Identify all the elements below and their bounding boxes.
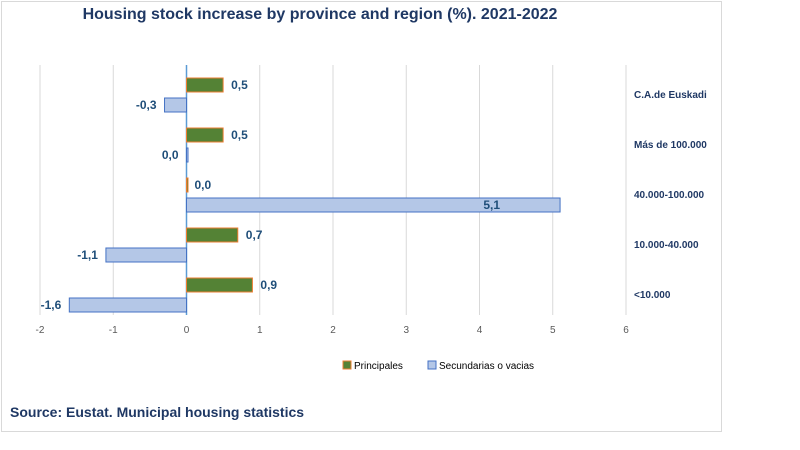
x-tick-label: 2 [330,325,336,336]
category-label: 10.000-40.000 [634,240,699,251]
x-tick-label: -1 [109,325,118,336]
bar-secundarias [105,247,187,263]
bar-secundarias [186,197,561,213]
data-label: 0,5 [231,128,248,142]
bar-secundarias [68,297,187,313]
legend-swatch [342,360,352,370]
category-label: 40.000-100.000 [634,190,705,201]
category-label: <10.000 [634,290,671,301]
data-label: 0,0 [162,148,179,162]
bar-principales [186,127,224,143]
chart-frame [1,1,722,432]
x-tick-label: 0 [184,325,190,336]
bar-principales [186,277,253,293]
bar-principales [186,177,189,193]
bar-principales [186,77,224,93]
category-label: C.A.de Euskadi [634,90,707,101]
data-label: -0,3 [136,98,157,112]
x-tick-label: 5 [550,325,556,336]
legend-label: Principales [354,361,403,372]
x-tick-label: 4 [477,325,483,336]
data-label: 0,9 [260,278,277,292]
x-tick-label: -2 [36,325,45,336]
data-label: -1,6 [41,298,62,312]
data-label: 0,5 [231,78,248,92]
legend-label: Secundarias o vacias [439,361,534,372]
x-tick-label: 1 [257,325,263,336]
x-tick-label: 3 [403,325,409,336]
bar-principales [186,227,239,243]
data-label: 5,1 [483,198,500,212]
bar-secundarias [186,147,189,163]
bar-secundarias [164,97,187,113]
data-label: 0,0 [195,178,212,192]
x-tick-label: 6 [623,325,629,336]
data-label: 0,7 [246,228,263,242]
chart-title: Housing stock increase by province and r… [82,6,558,23]
legend-swatch [427,360,437,370]
source-note: Source: Eustat. Municipal housing statis… [10,404,305,420]
data-label: -1,1 [77,248,98,262]
category-label: Más de 100.000 [634,140,707,151]
